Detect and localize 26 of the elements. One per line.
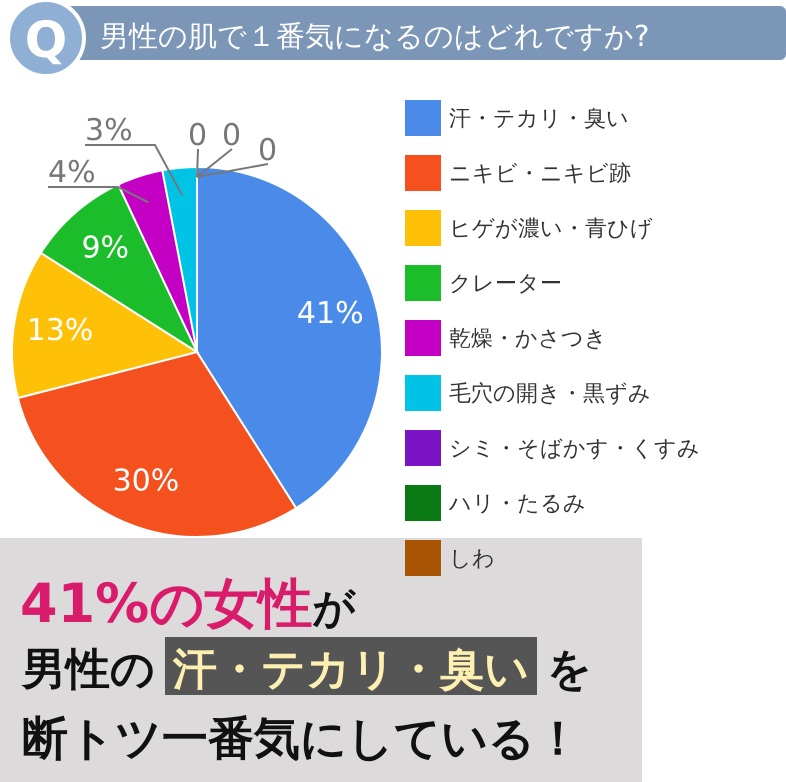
data-label: 13%: [26, 312, 94, 348]
data-label: 41%: [296, 296, 364, 331]
text: 汗・テカリ・臭い: [172, 644, 529, 695]
text: 0: [258, 133, 278, 168]
data-label: 3%: [85, 113, 133, 148]
legend-label: クレーター: [449, 272, 562, 296]
legend-label: 乾燥・かさつき: [449, 326, 607, 352]
legend-label: しわ: [449, 546, 495, 572]
text: 0: [188, 118, 208, 153]
text: 41%の女性: [20, 572, 312, 635]
text: Q: [24, 11, 68, 69]
data-label: 30%: [112, 464, 180, 499]
legend-label: ヒゲが濃い・青ひげ: [449, 216, 653, 242]
chart-title: 男性の肌で１番気になるのはどれですか?: [100, 19, 650, 53]
text: を: [547, 644, 592, 695]
data-label: 9%: [81, 230, 130, 266]
legend-label: 毛穴の開き・黒ずみ: [449, 382, 651, 406]
text: 男性の: [20, 644, 155, 695]
legend-label: 汗・テカリ・臭い: [449, 106, 629, 132]
text: が: [312, 583, 356, 632]
text: 断トツ一番気にしている！: [22, 711, 581, 765]
text: 0: [222, 118, 242, 153]
legend-label: シミ・そばかす・くすみ: [449, 436, 700, 462]
legend-label: ハリ・たるみ: [448, 492, 586, 516]
legend-label: ニキビ・ニキビ跡: [449, 162, 631, 186]
data-label: 4%: [48, 155, 96, 190]
